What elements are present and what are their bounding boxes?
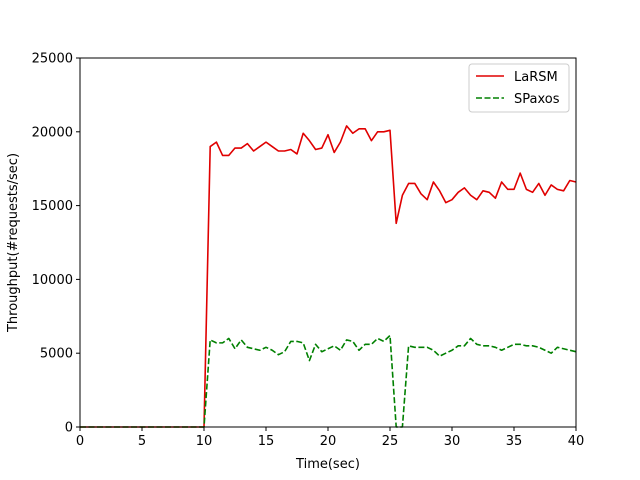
legend-label-spaxos: SPaxos (514, 92, 560, 107)
y-tick-label: 5000 (40, 347, 73, 362)
plot-frame (79, 57, 577, 428)
x-tick-label: 10 (196, 434, 213, 449)
y-axis-label: Throughput(#requests/sec) (6, 153, 21, 333)
legend-label-larsm: LaRSM (514, 70, 558, 85)
x-tick-label: 35 (506, 434, 523, 449)
legend: LaRSM SPaxos (468, 63, 570, 113)
series-line-larsm (80, 125, 577, 428)
x-tick-label: 5 (138, 434, 146, 449)
x-tick-label: 40 (568, 434, 585, 449)
y-tick-label: 0 (65, 421, 73, 436)
y-axis-ticks: 0 5000 10000 15000 20000 25000 (32, 52, 80, 436)
y-tick-label: 25000 (32, 52, 73, 67)
x-axis-ticks: 0 5 10 15 20 25 30 35 40 (76, 427, 584, 449)
x-tick-label: 15 (258, 434, 275, 449)
y-tick-label: 15000 (32, 199, 73, 214)
y-tick-label: 20000 (32, 125, 73, 140)
x-tick-label: 30 (444, 434, 461, 449)
series-line-spaxos (80, 334, 577, 428)
x-tick-label: 0 (76, 434, 84, 449)
plot-lines (80, 125, 577, 428)
x-tick-label: 25 (382, 434, 399, 449)
legend-items: LaRSM SPaxos (476, 70, 560, 107)
y-tick-label: 10000 (32, 273, 73, 288)
x-tick-label: 20 (320, 434, 337, 449)
x-axis-label: Time(sec) (295, 457, 360, 472)
